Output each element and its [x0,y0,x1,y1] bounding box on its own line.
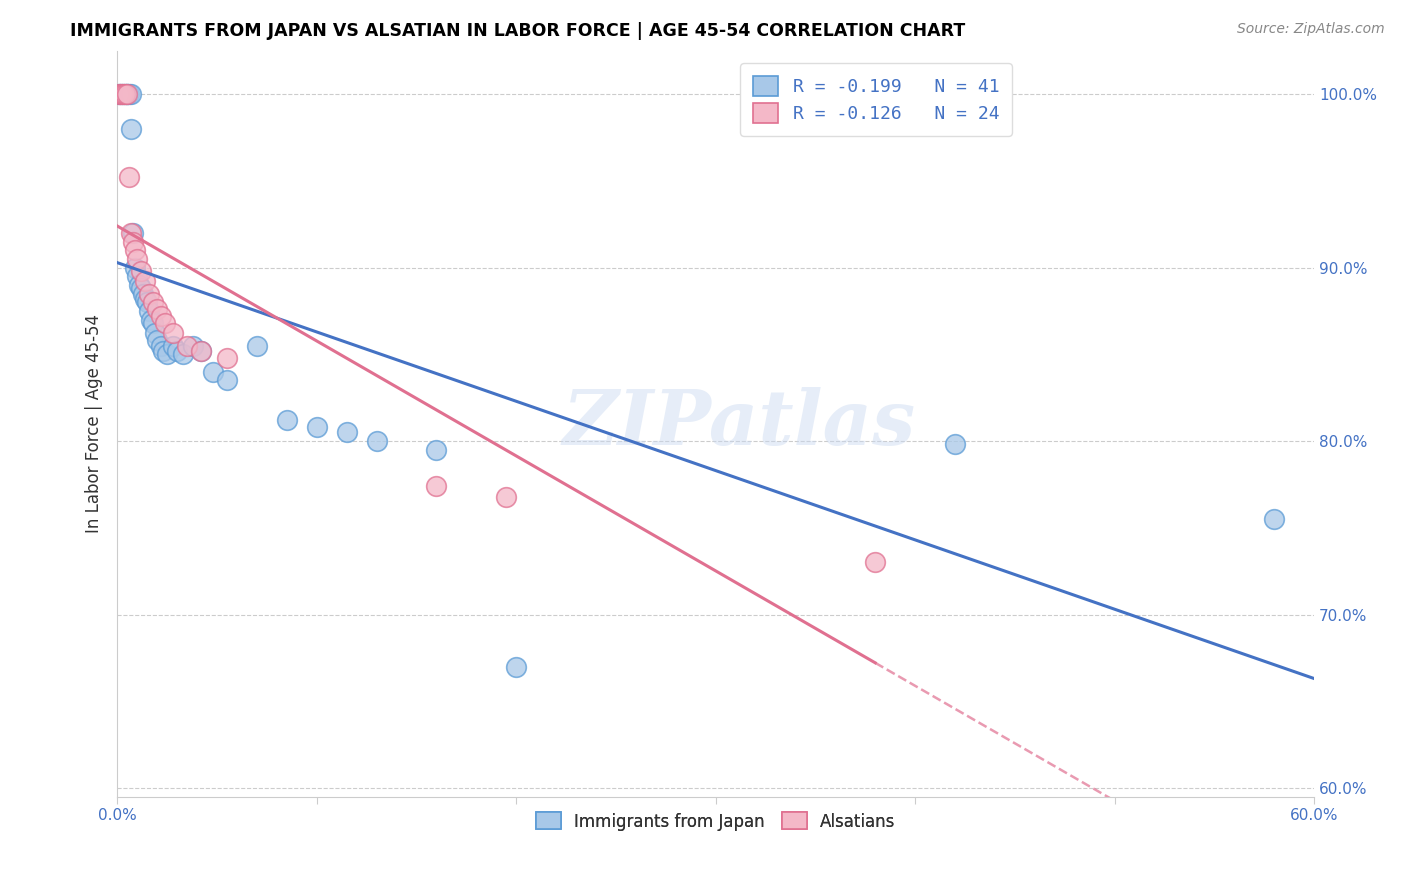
Point [129,281,152,295]
Point [122,235,145,249]
Point [425,479,447,493]
Point [142,295,165,310]
Point [246,338,269,352]
Point [172,347,194,361]
Legend: Immigrants from Japan, Alsatians: Immigrants from Japan, Alsatians [526,803,905,840]
Point [127,252,149,266]
Point [110,87,132,101]
Point [120,87,142,101]
Point [305,420,328,434]
Point [114,87,136,101]
Point [276,413,298,427]
Point [134,274,156,288]
Point [156,347,179,361]
Point [142,316,165,330]
Point [143,326,166,341]
Point [201,365,224,379]
Point [129,264,152,278]
Point [138,304,160,318]
Point [108,87,131,101]
Point [115,87,138,101]
Point [108,87,131,101]
Point [118,170,141,185]
Point [166,343,188,358]
Point [128,277,150,292]
Point [132,286,155,301]
Point [336,425,359,440]
Point [136,295,159,310]
Point [118,87,141,101]
Point [150,338,173,352]
Text: Source: ZipAtlas.com: Source: ZipAtlas.com [1237,22,1385,37]
Point [153,316,176,330]
Point [1263,512,1285,526]
Point [134,292,156,306]
Point [215,351,238,365]
Point [124,243,146,257]
Point [425,442,447,457]
Point [146,302,169,317]
Point [366,434,388,448]
Point [114,87,136,101]
Text: ZIPatlas: ZIPatlas [562,386,917,460]
Point [152,343,174,358]
Point [162,338,184,352]
Point [115,87,138,101]
Text: IMMIGRANTS FROM JAPAN VS ALSATIAN IN LABOR FORCE | AGE 45-54 CORRELATION CHART: IMMIGRANTS FROM JAPAN VS ALSATIAN IN LAB… [70,22,966,40]
Point [215,373,238,387]
Point [120,226,142,240]
Point [122,226,145,240]
Point [181,338,204,352]
Point [863,556,886,570]
Point [943,437,966,451]
Point [124,260,146,275]
Point [139,312,162,326]
Point [112,87,135,101]
Point [127,269,149,284]
Point [190,343,212,358]
Point [162,326,184,341]
Point [146,334,169,348]
Point [150,309,173,323]
Point [505,659,527,673]
Point [115,87,138,101]
Point [120,121,142,136]
Y-axis label: In Labor Force | Age 45-54: In Labor Force | Age 45-54 [86,314,103,533]
Point [176,338,198,352]
Point [138,286,160,301]
Point [190,343,212,358]
Point [112,87,135,101]
Point [110,87,132,101]
Point [495,490,517,504]
